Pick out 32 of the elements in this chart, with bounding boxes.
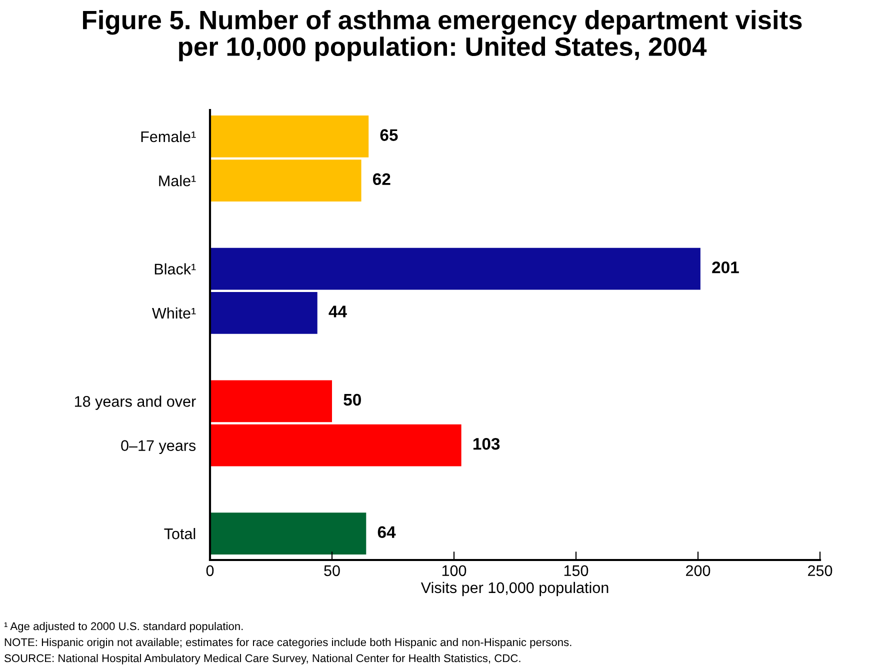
x-tick-label: 50	[324, 565, 340, 576]
y-tick-label: Male¹	[159, 175, 196, 186]
chart-title: Figure 5. Number of asthma emergency department visits per 10,000 population: United States, 2004	[83, 10, 802, 62]
x-tick-label: 250	[808, 565, 832, 576]
data-label: 50	[344, 394, 361, 406]
text: ¹ Age adjusted to 2000 U.S. standard population.	[4, 622, 243, 632]
bar	[210, 116, 369, 158]
bar	[210, 160, 362, 202]
y-tick-label: 0–17 years	[121, 440, 196, 454]
bar	[210, 424, 462, 466]
data-label: 65	[380, 129, 398, 141]
x-tick-label: 150	[564, 565, 588, 576]
bar	[210, 380, 332, 422]
bar	[210, 292, 318, 334]
x-tick-label: 100	[442, 565, 466, 576]
text: NOTE: Hispanic origin not available; estimates for race categories include both Hispanic and non-Hispanic persons.	[4, 638, 572, 648]
source-note: SOURCE: National Hospital Ambulatory Medical Care Survey, National Center for Health Statistics, CDC.	[4, 654, 520, 664]
data-label: 44	[328, 306, 347, 318]
x-tick-label: 0	[206, 565, 214, 576]
y-tick-label: Female¹	[141, 130, 196, 142]
x-tick-label: 200	[686, 565, 710, 576]
data-label: 62	[373, 173, 390, 186]
bar	[210, 248, 700, 290]
y-tick-label: White¹	[152, 307, 196, 319]
data-label: 201	[712, 261, 739, 274]
bar	[210, 512, 366, 554]
y-tick-label: Total	[164, 528, 196, 540]
y-tick-label: 18 years and over	[74, 396, 196, 410]
y-tick-label: Black¹	[154, 263, 196, 275]
data-label: 103	[473, 438, 500, 450]
data-label: 64	[378, 526, 396, 538]
x-axis-title: Visits per 10,000 population	[420, 582, 608, 596]
